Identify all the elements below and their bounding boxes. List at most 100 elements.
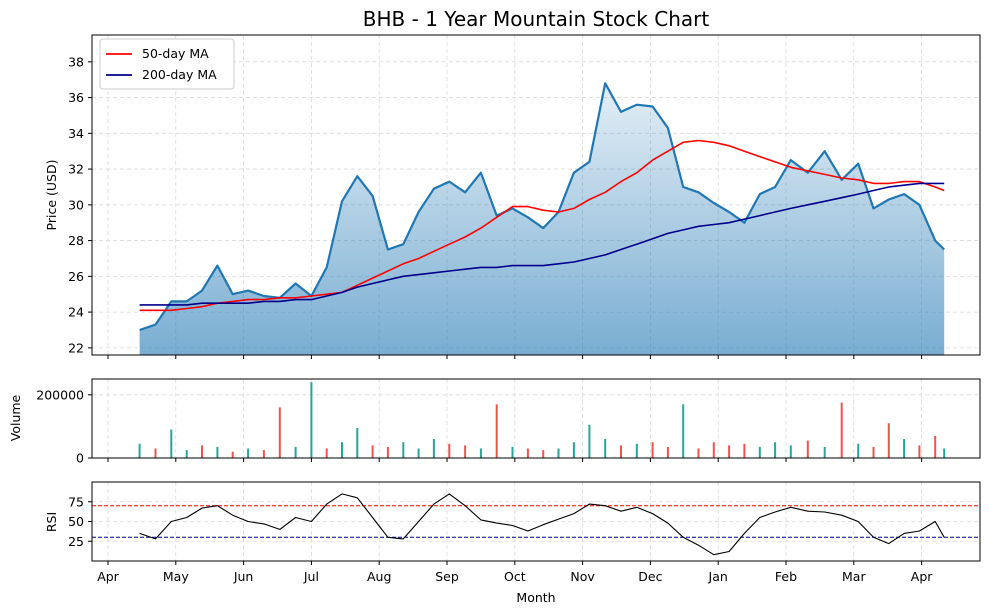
volume-bar: [823, 446, 826, 458]
x-tick-label: Aug: [367, 569, 391, 584]
price-tick-label: 28: [68, 233, 84, 248]
volume-bar: [903, 439, 906, 458]
volume-frame: [91, 378, 981, 459]
volume-bar: [943, 448, 946, 458]
price-area: [139, 83, 945, 355]
volume-bar: [216, 446, 219, 458]
volume-bar: [774, 442, 777, 458]
price-y-ticks: 22 24 26 28 30 32 34 36 38: [68, 54, 92, 355]
x-tick-label: Nov: [570, 569, 595, 584]
volume-bar: [857, 443, 860, 458]
volume-bar: [278, 407, 281, 458]
price-frame: [91, 34, 981, 356]
legend: 50-day MA 200-day MA: [99, 38, 235, 90]
price-tick-label: 30: [68, 197, 84, 212]
volume-bar: [138, 443, 141, 458]
volume-bar: [572, 442, 575, 458]
volume-bar: [154, 448, 157, 458]
x-tick-label: Mar: [842, 569, 866, 584]
volume-bar: [417, 448, 420, 458]
price-tick-label: 22: [68, 340, 84, 355]
price-tick-label: 32: [68, 162, 84, 177]
volume-bar: [247, 448, 250, 458]
volume-bar: [294, 446, 297, 458]
volume-bar: [840, 402, 843, 458]
volume-bars: [138, 382, 946, 458]
price-y-label: Price (USD): [44, 160, 59, 231]
x-axis-label: Month: [516, 590, 555, 605]
x-tick-label: Sep: [435, 569, 459, 584]
price-tick-label: 34: [68, 126, 84, 141]
volume-bar: [697, 448, 700, 458]
rsi-y-label: RSI: [44, 512, 59, 532]
price-tick-label: 24: [68, 305, 84, 320]
legend-label-50ma: 50-day MA: [142, 46, 209, 61]
volume-bar: [758, 446, 761, 458]
volume-bar: [743, 443, 746, 458]
rsi-tick-label: 50: [68, 514, 84, 529]
x-tick-label: Feb: [775, 569, 797, 584]
volume-bar: [712, 442, 715, 458]
volume-grid: [92, 379, 980, 459]
price-area-fill: [139, 83, 945, 355]
volume-bar: [557, 448, 560, 458]
rsi-panel: 25 50 75 RSI: [44, 481, 981, 562]
x-axis-ticks: Apr May Jun Jul Aug Sep Oct Nov Dec Jan Feb Mar Apr: [97, 355, 933, 584]
volume-bar: [635, 443, 638, 458]
rsi-y-ticks: 25 50 75: [68, 494, 92, 549]
volume-bar: [918, 445, 921, 458]
volume-bar: [728, 445, 731, 458]
volume-bar: [511, 446, 514, 458]
volume-bar: [170, 429, 173, 458]
volume-bar: [231, 451, 234, 458]
volume-tick-label: 0: [76, 451, 84, 466]
rsi-tick-label: 75: [68, 494, 84, 509]
x-tick-label: Jul: [303, 569, 319, 584]
x-tick-label: Apr: [97, 569, 119, 584]
volume-bar: [262, 450, 265, 458]
volume-bar: [341, 442, 343, 458]
volume-tick-label: 200000: [36, 387, 84, 402]
x-tick-label: Oct: [504, 569, 526, 584]
x-tick-label: Jan: [708, 569, 728, 584]
price-tick-label: 26: [68, 269, 84, 284]
volume-bar: [542, 450, 545, 458]
legend-box: [99, 38, 235, 90]
volume-bar: [666, 446, 669, 458]
volume-bar: [588, 424, 591, 458]
price-tick-label: 36: [68, 90, 84, 105]
volume-bar: [806, 440, 809, 458]
volume-bar: [682, 404, 685, 458]
ma50-line: [139, 139, 945, 312]
volume-bar: [356, 428, 359, 458]
volume-bar: [402, 442, 405, 458]
rsi-line: [139, 493, 945, 556]
close-price-line: [139, 82, 945, 332]
volume-bar: [310, 382, 313, 458]
rsi-grid: [92, 482, 980, 561]
volume-bar: [495, 404, 498, 458]
volume-bar: [325, 448, 328, 458]
x-tick-label: Apr: [911, 569, 933, 584]
price-tick-label: 38: [68, 54, 84, 69]
x-tick-label: Dec: [638, 569, 662, 584]
volume-bar: [526, 448, 529, 458]
volume-bar: [934, 435, 937, 458]
ma200-line: [139, 182, 945, 306]
volume-y-ticks: 0 200000: [36, 387, 92, 466]
volume-bar: [872, 446, 875, 458]
volume-bar: [448, 443, 451, 458]
volume-bar: [789, 445, 792, 458]
x-tick-label: Jun: [233, 569, 254, 584]
volume-bar: [432, 439, 435, 458]
rsi-series-line: [139, 493, 945, 556]
volume-bar: [887, 423, 890, 458]
volume-bar: [479, 448, 482, 458]
volume-bar: [371, 445, 374, 458]
volume-bar: [620, 445, 622, 458]
price-panel: 22 24 26 28 30 32 34 36 38 Price (USD) 50-day MA…: [44, 34, 981, 356]
volume-bar: [651, 442, 654, 458]
volume-bar: [604, 439, 607, 458]
volume-y-label: Volume: [8, 394, 23, 441]
